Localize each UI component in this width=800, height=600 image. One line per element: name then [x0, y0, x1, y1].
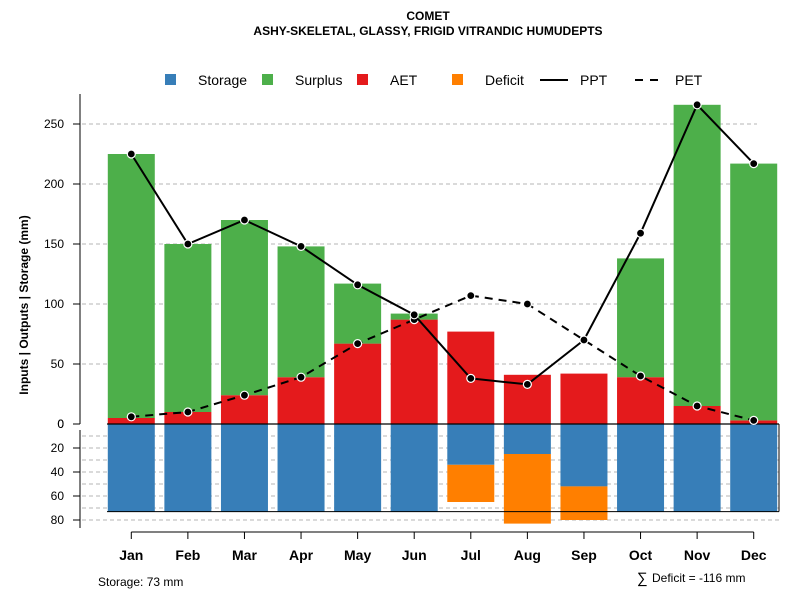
- legend-swatch: [165, 74, 176, 85]
- bars-layer: [107, 104, 780, 524]
- deficit-bar: [447, 464, 495, 502]
- surplus-bar: [730, 163, 778, 421]
- surplus-bar: [164, 244, 212, 412]
- pet-point: [692, 401, 702, 411]
- lines-layer: [126, 100, 759, 425]
- pet-point: [353, 339, 363, 349]
- x-tick-label: Feb: [175, 547, 200, 563]
- ppt-point: [635, 228, 646, 238]
- legend-label: Storage: [198, 72, 247, 88]
- storage-bar: [334, 424, 382, 512]
- aet-bar: [334, 343, 382, 424]
- x-tick-label: Jan: [119, 547, 143, 563]
- pet-point: [466, 291, 476, 301]
- storage-bar: [447, 424, 495, 465]
- pet-point: [183, 407, 193, 417]
- pet-point: [239, 390, 250, 400]
- legend-swatch: [452, 74, 463, 85]
- pet-point: [522, 299, 532, 309]
- aet-bar: [277, 377, 325, 424]
- legend-swatch: [262, 74, 273, 85]
- ppt-point: [692, 100, 702, 110]
- aet-bar: [617, 377, 665, 424]
- y-tick-label: 200: [44, 177, 64, 191]
- storage-bar: [107, 424, 155, 512]
- legend-label: Surplus: [295, 72, 342, 88]
- y-tick-label: 0: [57, 417, 64, 431]
- surplus-bar: [673, 104, 721, 407]
- storage-bar: [503, 424, 551, 454]
- storage-bar: [560, 424, 608, 487]
- storage-bar: [277, 424, 325, 512]
- deficit-bar: [560, 486, 608, 520]
- storage-bar: [164, 424, 212, 512]
- y-tick-label-zero: 0: [57, 417, 64, 431]
- x-tick-label: Nov: [684, 547, 711, 563]
- pet-line: [131, 294, 754, 422]
- y-tick-label: 50: [51, 357, 65, 371]
- x-tick-label: Jul: [461, 547, 481, 563]
- pet-point: [296, 372, 306, 382]
- y-tick-label: 20: [51, 441, 65, 455]
- y-tick-label: 150: [44, 237, 64, 251]
- ppt-point: [353, 280, 363, 290]
- pet-point: [126, 412, 136, 422]
- storage-bar: [617, 424, 665, 512]
- chart-title: COMET: [406, 9, 450, 23]
- ppt-point: [183, 239, 193, 249]
- pet-point: [749, 415, 759, 425]
- ppt-point: [579, 335, 589, 345]
- ppt-point: [522, 379, 532, 389]
- y-tick-label: 60: [51, 489, 65, 503]
- ppt-point: [466, 373, 476, 383]
- surplus-bar: [220, 220, 268, 396]
- y-tick-label: 40: [51, 465, 65, 479]
- legend-label: PET: [675, 72, 703, 88]
- surplus-bar: [107, 154, 155, 418]
- aet-bar: [673, 406, 721, 424]
- aet-bar: [164, 412, 212, 424]
- ppt-point: [409, 310, 419, 320]
- y-tick-label: 250: [44, 117, 64, 131]
- aet-bar: [390, 319, 438, 424]
- storage-bar: [673, 424, 721, 512]
- pet-point: [635, 371, 646, 381]
- legend-swatch: [357, 74, 368, 85]
- aet-bar: [560, 373, 608, 424]
- ppt-line: [130, 103, 755, 386]
- deficit-bar: [503, 454, 551, 524]
- y-axis-label: Inputs | Outputs | Storage (mm): [17, 215, 31, 394]
- ppt-point: [126, 149, 136, 159]
- chart-subtitle: ASHY-SKELETAL, GLASSY, FRIGID VITRANDIC …: [253, 24, 602, 38]
- x-tick-label: Mar: [232, 547, 257, 563]
- legend-label: Deficit: [485, 72, 524, 88]
- x-tick-label: Dec: [741, 547, 767, 563]
- deficit-sum-symbol: ∑: [637, 570, 648, 587]
- storage-bar: [730, 424, 778, 512]
- legend-label: PPT: [580, 72, 608, 88]
- storage-bar: [220, 424, 268, 512]
- storage-total-label: Storage: 73 mm: [98, 575, 183, 589]
- x-tick-label: Jun: [402, 547, 427, 563]
- ppt-point: [296, 241, 306, 251]
- ppt-point: [749, 159, 759, 169]
- x-tick-label: Oct: [629, 547, 653, 563]
- x-tick-label: Apr: [289, 547, 314, 563]
- ppt-point: [239, 215, 250, 225]
- x-tick-label: May: [344, 547, 371, 563]
- x-tick-label: Aug: [514, 547, 541, 563]
- legend-label: AET: [390, 72, 418, 88]
- legend: Storage Surplus AET Deficit PPT PET: [165, 72, 703, 88]
- storage-bar: [390, 424, 438, 512]
- y-tick-label: 80: [51, 513, 65, 527]
- surplus-bar: [617, 258, 665, 378]
- deficit-total-label: Deficit = -116 mm: [652, 571, 745, 585]
- surplus-bar: [277, 246, 325, 378]
- y-tick-label: 100: [44, 297, 64, 311]
- x-tick-label: Sep: [571, 547, 597, 563]
